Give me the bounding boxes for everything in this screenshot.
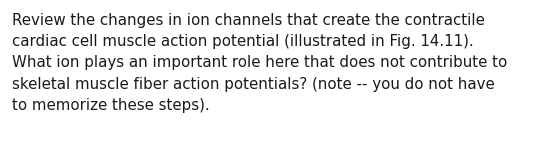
- Text: Review the changes in ion channels that create the contractile
cardiac cell musc: Review the changes in ion channels that …: [12, 13, 507, 113]
